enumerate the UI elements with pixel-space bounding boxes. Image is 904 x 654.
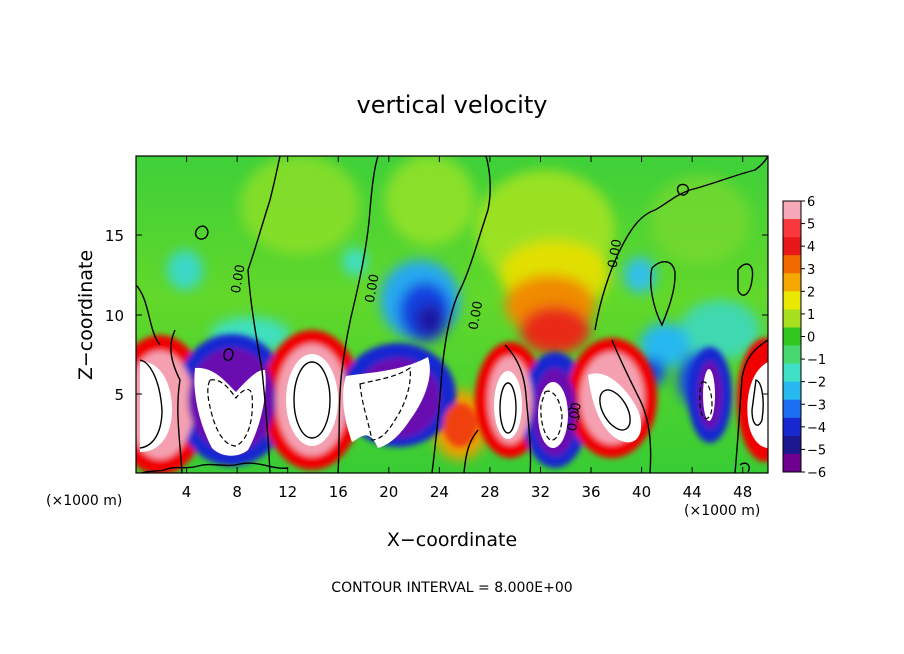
colorbar-segment bbox=[783, 255, 801, 274]
x-tick-label: 12 bbox=[278, 483, 297, 501]
core-4 bbox=[343, 357, 430, 448]
contour-label: 0.00 bbox=[606, 238, 626, 269]
colorbar-segment bbox=[783, 327, 801, 347]
colorbar-label: 0 bbox=[807, 331, 815, 346]
x-tick-label: 16 bbox=[329, 483, 348, 501]
x-tick-24: 24 bbox=[430, 156, 449, 501]
x-axis-label: X−coordinate bbox=[387, 529, 517, 551]
y-axis: 15 10 5 bbox=[105, 227, 768, 404]
x-tick-label: 24 bbox=[430, 483, 449, 501]
y-tick-label: 15 bbox=[105, 227, 124, 245]
x-tick-label: 32 bbox=[531, 483, 550, 501]
colorbar-label: −1 bbox=[807, 353, 826, 368]
x-unit-left: (×1000 m) bbox=[46, 493, 122, 509]
x-tick-label: 36 bbox=[581, 483, 600, 501]
y-tick-15: 15 bbox=[105, 227, 768, 245]
x-tick-44: 44 bbox=[683, 156, 702, 501]
x-tick-label: 28 bbox=[480, 483, 499, 501]
colorbar-segment bbox=[783, 453, 801, 473]
colorbar-label: 4 bbox=[807, 240, 815, 255]
colorbar-segment bbox=[783, 345, 801, 365]
x-tick-48: 48 bbox=[733, 156, 752, 501]
colorbar-label: 5 bbox=[807, 218, 815, 233]
core-7 bbox=[588, 373, 642, 443]
core-1 bbox=[140, 361, 172, 452]
y-tick-5: 5 bbox=[114, 386, 768, 404]
colorbar-label: −3 bbox=[807, 398, 826, 413]
x-tick-8: 8 bbox=[232, 156, 242, 501]
contour-interval-note: CONTOUR INTERVAL = 8.000E+00 bbox=[331, 580, 572, 596]
colorbar-label: −5 bbox=[807, 443, 826, 458]
x-tick-label: 8 bbox=[232, 483, 242, 501]
core-6 bbox=[538, 382, 568, 448]
y-tick-label: 10 bbox=[105, 307, 124, 325]
colorbar-segment bbox=[783, 435, 801, 455]
x-tick-label: 40 bbox=[632, 483, 651, 501]
contour-lines bbox=[136, 156, 768, 473]
colorbar-segment bbox=[783, 417, 801, 437]
colorbar-label: 2 bbox=[807, 285, 815, 300]
colorbar-segment bbox=[783, 309, 801, 328]
y-axis-label: Z−coordinate bbox=[75, 250, 97, 380]
x-tick-label: 4 bbox=[182, 483, 192, 501]
core-8 bbox=[703, 369, 715, 421]
core-5 bbox=[494, 371, 522, 439]
x-tick-28: 28 bbox=[480, 156, 499, 501]
x-tick-12: 12 bbox=[278, 156, 297, 501]
core-3 bbox=[286, 354, 338, 446]
x-tick-16: 16 bbox=[329, 156, 348, 501]
colorbar-segment bbox=[783, 399, 801, 419]
x-unit-right: (×1000 m) bbox=[684, 503, 760, 519]
colorbar-label: −4 bbox=[807, 421, 826, 436]
x-tick-label: 48 bbox=[733, 483, 752, 501]
colorbar-label: 1 bbox=[807, 308, 815, 323]
x-tick-4: 4 bbox=[182, 156, 192, 501]
contour-label: 0.00 bbox=[466, 300, 486, 331]
colorbar-label: −6 bbox=[807, 466, 826, 481]
contour-label: 0.00 bbox=[363, 273, 383, 304]
x-tick-20: 20 bbox=[379, 156, 398, 501]
x-tick-label: 20 bbox=[379, 483, 398, 501]
y-tick-10: 10 bbox=[105, 307, 768, 325]
x-tick-label: 44 bbox=[683, 483, 702, 501]
colorbar: 6 5 4 3 2 1 0 −1 −2 −3 −4 −5 −6 bbox=[782, 195, 826, 481]
colorbar-label: −2 bbox=[807, 376, 826, 391]
chart-title: vertical velocity bbox=[357, 91, 548, 119]
negative-contours bbox=[207, 366, 713, 447]
colorbar-label: 3 bbox=[807, 263, 815, 278]
plot-area: 0.00 0.00 0.00 0.00 0.00 bbox=[136, 156, 768, 473]
colorbar-segment bbox=[783, 291, 801, 310]
colorbar-segment bbox=[783, 219, 801, 238]
y-tick-label: 5 bbox=[114, 386, 124, 404]
colorbar-segment bbox=[783, 363, 801, 383]
x-axis: 4 8 12 16 20 24 28 32 36 40 44 48 bbox=[182, 156, 752, 501]
colorbar-segment bbox=[783, 273, 801, 292]
x-tick-40: 40 bbox=[632, 156, 651, 501]
colorbar-segment bbox=[783, 237, 801, 256]
colorbar-segment bbox=[783, 381, 801, 401]
x-tick-36: 36 bbox=[581, 156, 601, 501]
colorbar-label: 6 bbox=[807, 195, 815, 210]
colorbar-segment bbox=[783, 201, 801, 220]
contour-label-group: 0.00 0.00 0.00 0.00 0.00 bbox=[229, 238, 625, 432]
contour-label: 0.00 bbox=[565, 401, 585, 432]
contour-label: 0.00 bbox=[229, 263, 249, 294]
x-tick-32: 32 bbox=[531, 156, 550, 501]
core-9 bbox=[747, 362, 768, 448]
